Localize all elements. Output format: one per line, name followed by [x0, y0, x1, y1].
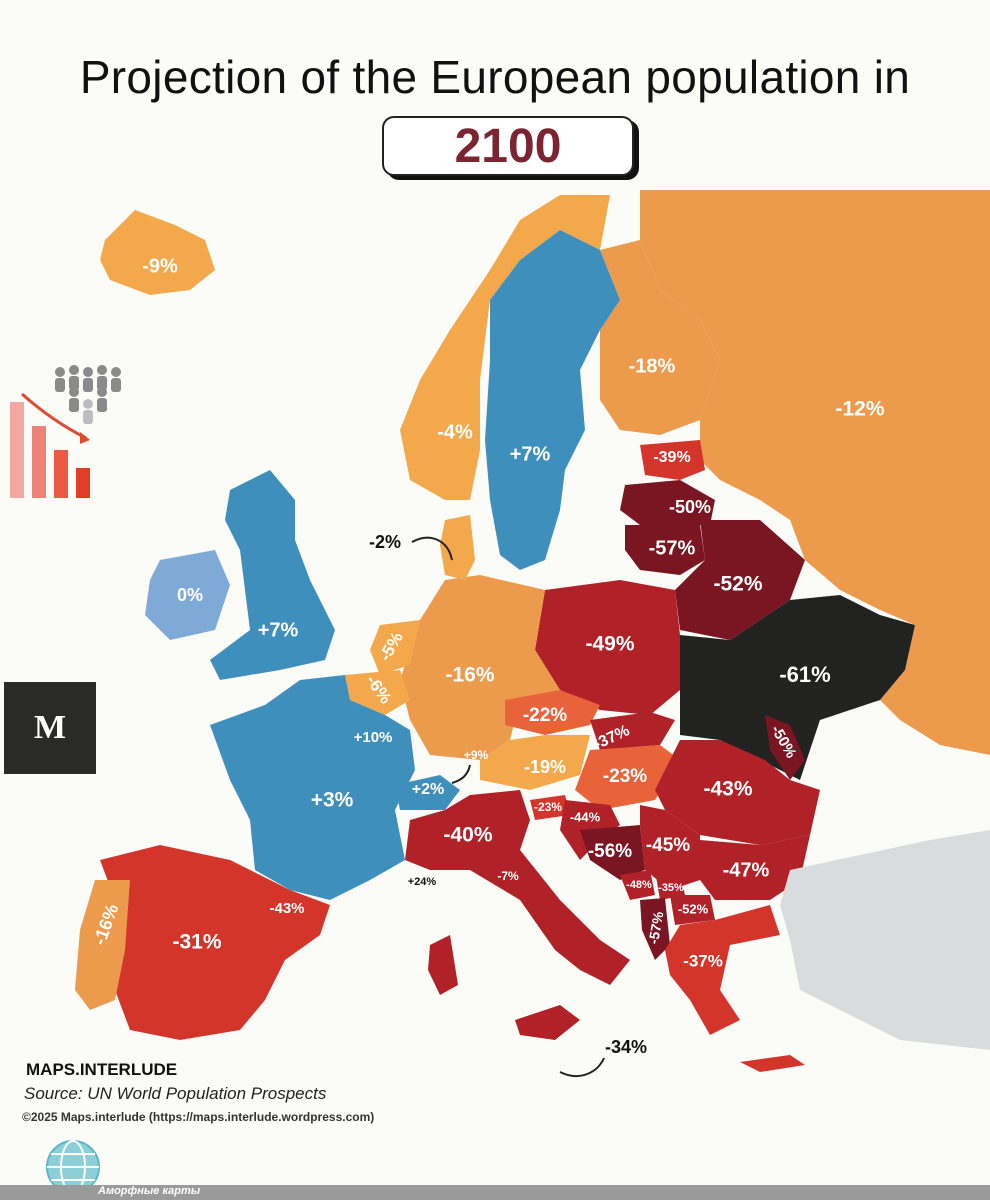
region-moldova [765, 715, 805, 780]
region-sicily [515, 1005, 580, 1040]
label-hungary: -23% [603, 766, 647, 787]
denmark-arrow [411, 536, 453, 561]
label-russia: -12% [835, 398, 884, 421]
label-austria: -19% [524, 757, 566, 777]
region-belarus [675, 520, 805, 640]
region-france [210, 675, 415, 900]
label-bulgaria: -47% [723, 859, 770, 881]
region-poland [535, 580, 680, 715]
region-czechia [505, 690, 600, 735]
region-germany [400, 575, 560, 760]
label-malta: -34% [605, 1037, 647, 1057]
label-san-marino: -7% [497, 869, 519, 883]
region-norway [400, 195, 610, 500]
region-lithuania [625, 525, 705, 575]
region-serbia [640, 805, 700, 890]
label-north-macedonia: -52% [678, 901, 709, 916]
label-czechia: -22% [523, 705, 567, 726]
region-slovenia [530, 795, 570, 820]
region-north-macedonia [670, 895, 715, 925]
region-iceland [100, 210, 215, 295]
footer-copyright: ©2025 Maps.interlude (https://maps.inter… [22, 1110, 375, 1124]
label-italy: -40% [443, 824, 492, 847]
malta-arrow [559, 1057, 605, 1077]
region-netherlands [370, 620, 420, 675]
label-france: +3% [311, 789, 354, 812]
label-kosovo: -35% [658, 882, 684, 894]
watermark-text: Аморфные карты [98, 1185, 201, 1197]
region-sardinia [428, 935, 458, 995]
region-italy [405, 790, 630, 985]
brand-logo: M [4, 682, 96, 774]
label-slovenia: -23% [534, 800, 562, 814]
region-latvia [620, 480, 715, 525]
label-ukraine: -61% [779, 662, 830, 687]
label-bosnia: -56% [588, 841, 632, 862]
region-belgium [345, 670, 410, 715]
label-norway: -4% [437, 421, 473, 443]
label-poland: -49% [585, 633, 634, 656]
liechtenstein-arrow [451, 764, 471, 784]
region-estonia [640, 440, 705, 480]
label-lithuania: -57% [649, 537, 696, 559]
label-iceland: -9% [142, 255, 178, 277]
region-turkey [780, 830, 990, 1050]
region-austria [480, 735, 590, 790]
region-crete [740, 1055, 805, 1072]
region-albania [640, 898, 670, 960]
region-uk [210, 470, 335, 680]
label-luxembourg: +10% [354, 729, 393, 746]
label-ireland: 0% [177, 585, 203, 605]
population-decline-icon [10, 365, 121, 498]
label-spain: -31% [172, 931, 221, 954]
label-germany: -16% [445, 664, 494, 687]
label-monaco: +24% [408, 876, 437, 888]
region-bulgaria [700, 835, 810, 900]
footer-brand: MAPS.INTERLUDE [26, 1060, 178, 1079]
region-kosovo [655, 870, 685, 900]
label-albania: -57% [645, 910, 667, 946]
label-estonia: -39% [653, 449, 690, 466]
label-switzerland: +2% [412, 781, 444, 798]
region-russia [640, 190, 990, 755]
region-spain [100, 845, 330, 1040]
brand-logo-letter: M [33, 709, 67, 746]
label-andorra: -43% [269, 900, 304, 917]
region-ireland [145, 550, 230, 640]
region-sweden [485, 230, 620, 570]
watermark-bar [0, 1185, 990, 1200]
label-denmark: -2% [369, 532, 401, 552]
map-title: Projection of the European population in [79, 51, 911, 103]
label-croatia: -44% [570, 809, 601, 824]
region-slovakia [590, 712, 675, 750]
region-portugal [75, 880, 130, 1010]
region-switzerland [395, 775, 460, 810]
label-montenegro: -48% [626, 879, 652, 891]
label-uk: +7% [258, 619, 299, 641]
region-greece [665, 905, 780, 1035]
year-badge: 2100 [382, 116, 634, 176]
globe-icon [46, 1140, 100, 1194]
label-latvia: -50% [669, 497, 711, 517]
label-romania: -43% [703, 778, 752, 801]
region-montenegro [620, 870, 655, 900]
region-hungary [575, 745, 680, 810]
region-romania [655, 740, 820, 845]
label-greece: -37% [683, 951, 723, 970]
region-denmark [440, 515, 475, 580]
region-ukraine [680, 595, 915, 780]
region-bosnia [580, 825, 645, 880]
label-sweden: +7% [510, 443, 551, 465]
footer-source: Source: UN World Population Prospects [24, 1084, 327, 1103]
label-finland: -18% [629, 355, 676, 377]
year-label: 2100 [454, 119, 562, 173]
region-finland [600, 240, 720, 435]
label-liechtenstein: +9% [464, 748, 489, 762]
label-belarus: -52% [713, 573, 762, 596]
label-serbia: -45% [646, 835, 690, 856]
